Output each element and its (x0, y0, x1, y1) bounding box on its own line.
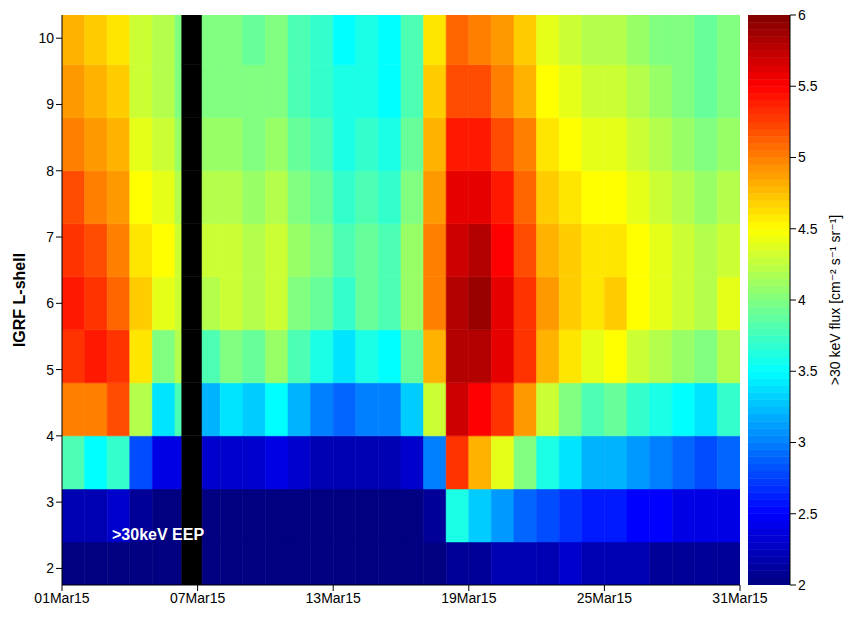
svg-text:2: 2 (46, 560, 54, 576)
html-text:>30keV EEP: >30keV EEP (112, 526, 205, 543)
svg-text:2: 2 (798, 577, 806, 593)
svg-text:19Mar15: 19Mar15 (441, 590, 496, 606)
svg-text:4: 4 (46, 428, 54, 444)
svg-text:3.5: 3.5 (798, 363, 818, 379)
svg-text:3: 3 (46, 494, 54, 510)
svg-text:4.5: 4.5 (798, 221, 818, 237)
svg-text:8: 8 (46, 163, 54, 179)
svg-text:25Mar15: 25Mar15 (577, 590, 632, 606)
svg-text:5.5: 5.5 (798, 78, 818, 94)
svg-text:5: 5 (798, 149, 806, 165)
svg-text:4: 4 (798, 292, 806, 308)
svg-text:3: 3 (798, 434, 806, 450)
svg-text:9: 9 (46, 96, 54, 112)
svg-text:6: 6 (798, 7, 806, 23)
svg-text:01Mar15: 01Mar15 (34, 590, 89, 606)
html-text:IGRF L-shell: IGRF L-shell (11, 252, 28, 348)
html-text:>30 keV flux [cm⁻² s⁻¹ sr⁻¹]: >30 keV flux [cm⁻² s⁻¹ sr⁻¹] (827, 214, 843, 386)
svg-text:07Mar15: 07Mar15 (170, 590, 225, 606)
svg-text:5: 5 (46, 362, 54, 378)
svg-text:10: 10 (38, 30, 54, 46)
svg-text:31Mar15: 31Mar15 (712, 590, 767, 606)
svg-text:2.5: 2.5 (798, 506, 818, 522)
svg-text:7: 7 (46, 229, 54, 245)
svg-text:6: 6 (46, 295, 54, 311)
svg-text:13Mar15: 13Mar15 (306, 590, 361, 606)
